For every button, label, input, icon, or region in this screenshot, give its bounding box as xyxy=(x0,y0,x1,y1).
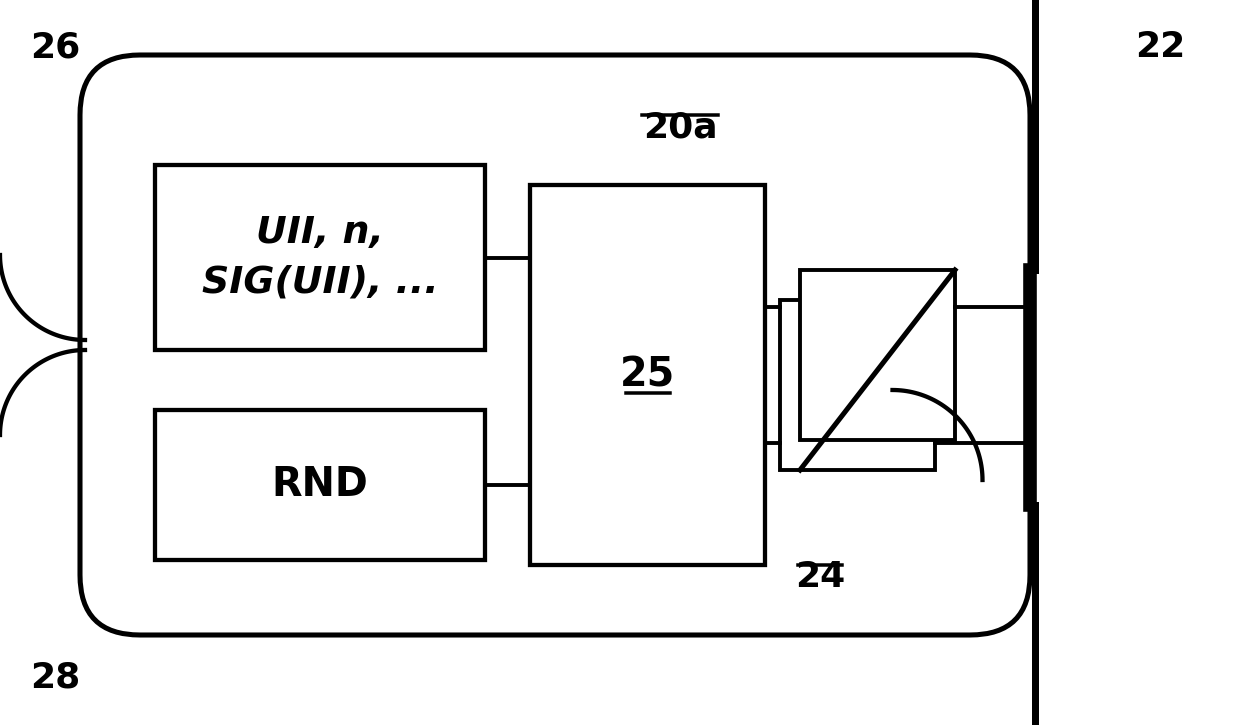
Text: 22: 22 xyxy=(1135,30,1185,64)
Bar xyxy=(155,165,485,350)
Bar xyxy=(529,185,765,565)
Text: RND: RND xyxy=(272,465,368,505)
Text: 20a: 20a xyxy=(642,110,717,144)
Bar xyxy=(800,270,955,440)
Text: 24: 24 xyxy=(795,560,846,594)
Text: 26: 26 xyxy=(30,30,81,64)
Text: 25: 25 xyxy=(620,355,675,395)
Text: 28: 28 xyxy=(30,661,81,695)
FancyBboxPatch shape xyxy=(81,55,1030,635)
Text: UII, n,
SIG(UII), ...: UII, n, SIG(UII), ... xyxy=(202,215,438,300)
Bar xyxy=(155,410,485,560)
Bar xyxy=(780,300,935,470)
